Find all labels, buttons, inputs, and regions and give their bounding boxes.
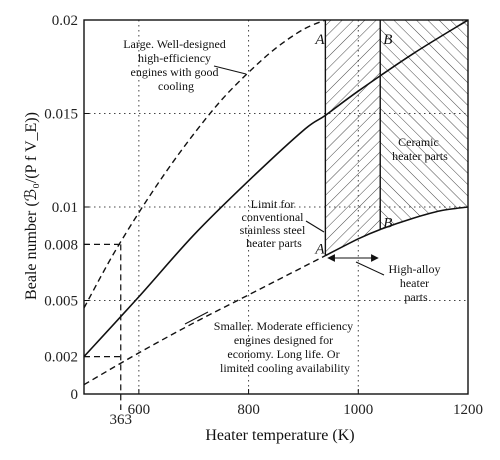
annotation-large-line: cooling xyxy=(158,79,194,93)
region-marker-label: A xyxy=(314,32,325,48)
annotation-smaller-line: economy. Long life. Or xyxy=(227,347,339,361)
annotation-limit: Limit for conventional stainless steel h… xyxy=(240,197,309,250)
annotation-alloy: High-alloy heater parts xyxy=(389,262,444,304)
region-borders xyxy=(324,20,381,256)
series-line xyxy=(84,254,326,386)
annotation-ceramic-line: Ceramic xyxy=(398,135,439,149)
pointer-smaller xyxy=(184,311,209,325)
annotation-large-line: high-efficiency xyxy=(138,51,211,65)
series-line xyxy=(84,20,326,309)
x-tick-label: 1200 xyxy=(453,402,483,418)
annotation-alloy-line: parts xyxy=(404,290,428,304)
annotation-alloy-line: heater xyxy=(400,276,429,290)
annotation-smaller: Smaller. Moderate efficiency engines des… xyxy=(214,319,356,375)
hatched-regions xyxy=(325,20,468,256)
series-curves xyxy=(84,20,468,386)
annotation-limit-line: stainless steel xyxy=(240,223,306,237)
y-tick-label: 0.01 xyxy=(52,200,78,216)
pointer-limit xyxy=(305,220,325,233)
region-marker-label: B xyxy=(383,32,392,48)
annotation-limit-line: heater parts xyxy=(246,236,302,250)
reference-lines: 363 xyxy=(84,243,133,428)
region-marker-label: B xyxy=(383,215,392,231)
pointer-alloy xyxy=(355,261,385,276)
axis-ticks: 600 800 1000 1200 0.002 0.005 0.008 0.01 0.015 0.… xyxy=(44,13,483,418)
y-tick-label: 0.015 xyxy=(44,107,78,123)
annotation-limit-line: Limit for xyxy=(251,197,295,211)
y-axis-title: Beale number (ℬ₀/(P f V_E)) xyxy=(23,112,40,300)
annotation-smaller-line: Smaller. Moderate efficiency xyxy=(214,319,353,333)
x-axis-title: Heater temperature (K) xyxy=(205,427,354,444)
y-tick-label: 0.02 xyxy=(52,13,78,29)
annotation-large: Large. Well-designed high-efficiency eng… xyxy=(123,37,229,93)
annotation-large-line: Large. Well-designed xyxy=(123,37,226,51)
series-line xyxy=(325,206,468,257)
grid-lines xyxy=(84,20,468,394)
annotation-ceramic-line: heater parts xyxy=(392,149,448,163)
annotation-large-line: engines with good xyxy=(131,65,219,79)
annotation-smaller-line: limited cooling availability xyxy=(220,361,350,375)
annotation-alloy-line: High-alloy xyxy=(389,262,441,276)
reference-x-label: 363 xyxy=(110,412,133,428)
series-line xyxy=(84,20,468,358)
x-tick-label: 800 xyxy=(237,402,260,418)
y-tick-label: 0.005 xyxy=(44,294,78,310)
pointer-large xyxy=(213,65,247,75)
annotation-smaller-line: engines designed for xyxy=(234,333,333,347)
y-tick-label: 0.008 xyxy=(44,237,78,253)
y-tick-label: 0 xyxy=(71,387,79,403)
x-tick-label: 1000 xyxy=(343,402,373,418)
hatched-region xyxy=(380,20,468,230)
x-tick-label: 600 xyxy=(128,402,151,418)
y-tick-label: 0.002 xyxy=(44,350,78,366)
annotation-limit-line: conventional xyxy=(242,210,305,224)
region-markers: A B A B xyxy=(314,32,392,258)
annotation-ceramic: Ceramic heater parts xyxy=(392,135,448,163)
region-marker-label: A xyxy=(314,242,325,258)
hatched-region xyxy=(325,20,381,256)
